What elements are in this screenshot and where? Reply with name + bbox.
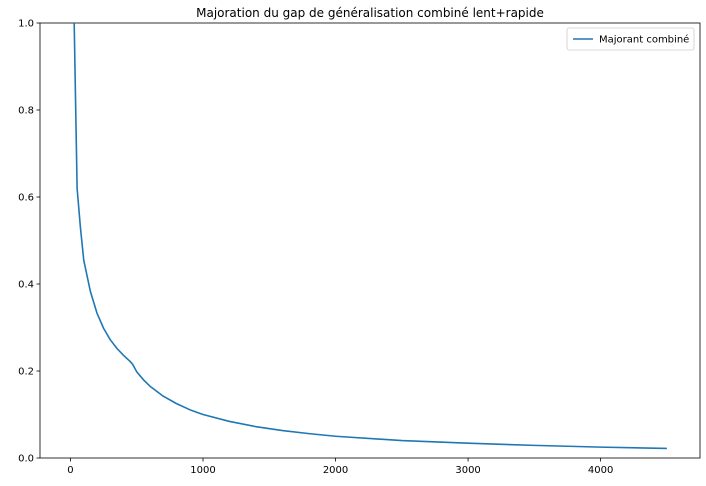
legend-label: Majorant combiné [599,34,689,46]
x-tick-label: 3000 [455,465,480,476]
axes-frame [39,22,701,459]
x-tick-label: 1000 [190,465,215,476]
chart-title: Majoration du gap de généralisation comb… [196,6,544,20]
y-tick-label: 0.6 [18,193,34,204]
plot-area [39,22,701,459]
x-tick-label: 4000 [588,465,613,476]
legend-box [566,27,695,51]
y-tick-label: 0.4 [18,280,34,291]
series-layer [73,23,667,450]
y-axis: 0.0 0.2 0.4 0.6 0.8 1.0 [18,19,40,465]
x-axis: 0 1000 2000 3000 4000 [67,458,613,476]
y-tick-label: 0.2 [18,367,34,378]
x-tick-label: 2000 [323,465,348,476]
series-line [73,23,667,450]
y-tick-label: 0.0 [18,454,34,465]
y-tick-label: 1.0 [18,19,34,30]
legend: Majorant combiné [566,27,695,51]
x-tick-label: 0 [67,465,73,476]
y-tick-label: 0.8 [18,106,34,117]
